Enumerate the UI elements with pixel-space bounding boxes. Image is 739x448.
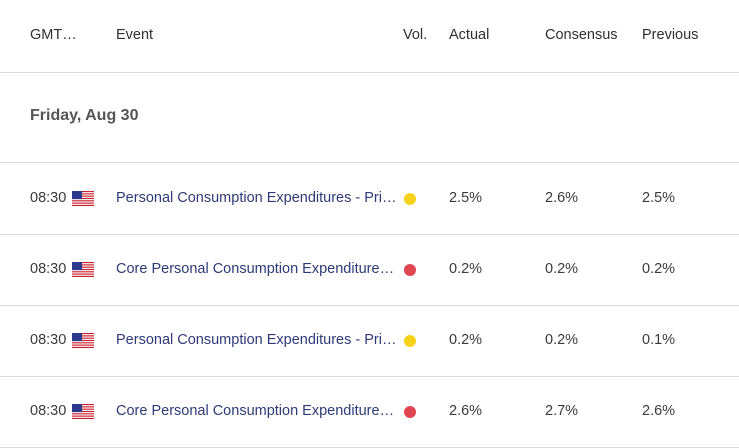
- table-row[interactable]: 08:30 Personal Consumption Expenditures -…: [0, 163, 739, 235]
- table-header: GMT… Event Vol. Actual Consensus Previou…: [0, 0, 739, 73]
- header-previous: Previous: [642, 27, 699, 43]
- row-consensus: 0.2%: [545, 261, 579, 277]
- row-actual: 2.5%: [449, 190, 483, 206]
- event-name-link[interactable]: Personal Consumption Expenditures - Pric…: [116, 190, 401, 206]
- high-volatility-icon: [404, 406, 416, 418]
- medium-volatility-icon: [404, 193, 416, 205]
- event-name-link[interactable]: Core Personal Consumption Expenditures -…: [116, 261, 401, 277]
- medium-volatility-icon: [404, 335, 416, 347]
- header-volatility: Vol.: [403, 27, 428, 43]
- event-name-link[interactable]: Personal Consumption Expenditures - Pric…: [116, 332, 401, 348]
- us-flag-icon: [72, 333, 94, 348]
- event-name-link[interactable]: Core Personal Consumption Expenditures -…: [116, 403, 401, 419]
- row-actual: 2.6%: [449, 403, 483, 419]
- row-time: 08:30: [30, 261, 67, 277]
- row-previous: 0.1%: [642, 332, 676, 348]
- row-time: 08:30: [30, 190, 67, 206]
- row-actual: 0.2%: [449, 261, 483, 277]
- header-time-zone[interactable]: GMT…: [30, 27, 77, 43]
- us-flag-icon: [72, 404, 94, 419]
- us-flag-icon: [72, 191, 94, 206]
- table-row[interactable]: 08:30 Core Personal Consumption Expenditu…: [0, 234, 739, 306]
- row-time: 08:30: [30, 403, 67, 419]
- header-actual: Actual: [449, 27, 490, 43]
- table-row[interactable]: 08:30 Personal Consumption Expenditures -…: [0, 305, 739, 377]
- high-volatility-icon: [404, 264, 416, 276]
- header-event: Event: [116, 27, 154, 43]
- row-time: 08:30: [30, 332, 67, 348]
- row-previous: 2.5%: [642, 190, 676, 206]
- row-consensus: 0.2%: [545, 332, 579, 348]
- header-consensus: Consensus: [545, 27, 618, 43]
- date-group-label: Friday, Aug 30: [30, 107, 139, 124]
- row-consensus: 2.7%: [545, 403, 579, 419]
- us-flag-icon: [72, 262, 94, 277]
- row-actual: 0.2%: [449, 332, 483, 348]
- row-previous: 2.6%: [642, 403, 676, 419]
- date-group-row: Friday, Aug 30: [0, 72, 739, 163]
- row-previous: 0.2%: [642, 261, 676, 277]
- table-row[interactable]: 08:30 Core Personal Consumption Expenditu…: [0, 376, 739, 448]
- row-consensus: 2.6%: [545, 190, 579, 206]
